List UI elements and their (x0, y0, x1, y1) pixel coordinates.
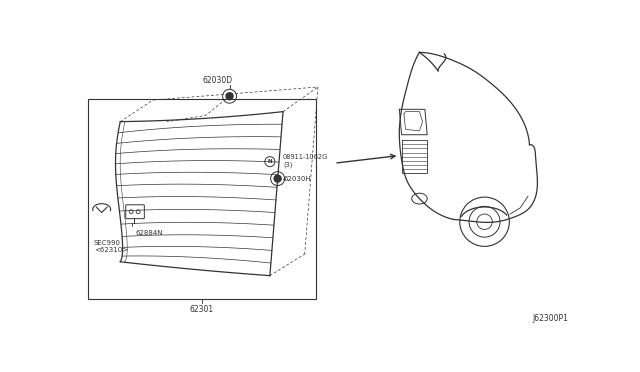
Circle shape (274, 175, 281, 182)
Bar (88, 99, 316, 299)
Text: 62030D: 62030D (203, 76, 233, 85)
Circle shape (226, 93, 233, 100)
Text: 62030H: 62030H (283, 176, 310, 182)
Text: 62301: 62301 (189, 305, 214, 314)
Text: N: N (268, 159, 272, 164)
Text: 08911-1062G
(3): 08911-1062G (3) (283, 154, 328, 168)
Text: 62884N: 62884N (136, 230, 163, 236)
Text: SEC990
<62310>: SEC990 <62310> (94, 240, 128, 253)
Text: J62300P1: J62300P1 (532, 314, 568, 323)
